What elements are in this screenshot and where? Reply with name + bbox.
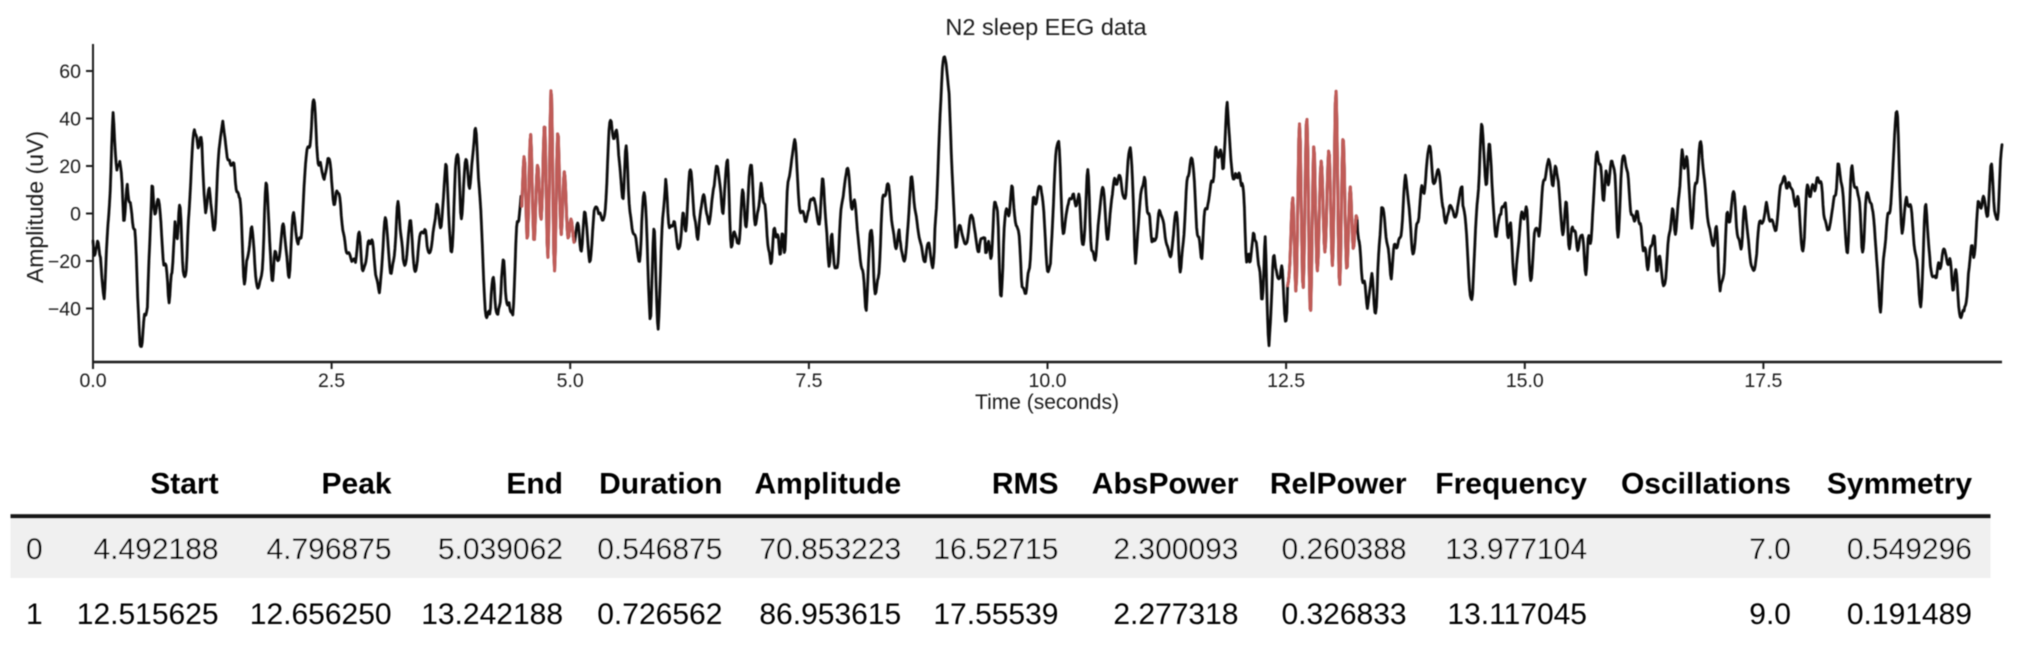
svg-text:7.5: 7.5 xyxy=(795,370,822,392)
svg-text:2.300093: 2.300093 xyxy=(1113,533,1238,566)
svg-text:4.796875: 4.796875 xyxy=(266,533,391,566)
svg-text:2.5: 2.5 xyxy=(318,370,345,392)
svg-text:RMS: RMS xyxy=(992,467,1059,500)
svg-text:1: 1 xyxy=(26,598,43,631)
svg-text:Frequency: Frequency xyxy=(1435,467,1587,500)
svg-text:0.326833: 0.326833 xyxy=(1281,598,1406,631)
svg-text:15.0: 15.0 xyxy=(1506,370,1544,392)
svg-text:13.977104: 13.977104 xyxy=(1445,533,1587,566)
svg-text:10.0: 10.0 xyxy=(1029,370,1067,392)
svg-text:Peak: Peak xyxy=(322,467,392,500)
svg-text:0.191489: 0.191489 xyxy=(1847,598,1972,631)
svg-text:RelPower: RelPower xyxy=(1270,467,1407,500)
svg-text:5.0: 5.0 xyxy=(557,370,584,392)
svg-text:7.0: 7.0 xyxy=(1749,533,1791,566)
svg-text:40: 40 xyxy=(59,109,81,131)
svg-text:12.515625: 12.515625 xyxy=(77,598,219,631)
svg-text:0: 0 xyxy=(70,204,81,226)
svg-text:86.953615: 86.953615 xyxy=(759,598,901,631)
svg-text:12.5: 12.5 xyxy=(1267,370,1305,392)
svg-text:0.549296: 0.549296 xyxy=(1847,533,1972,566)
svg-text:4.492188: 4.492188 xyxy=(93,533,218,566)
svg-text:Amplitude (uV): Amplitude (uV) xyxy=(22,131,48,283)
svg-text:0.546875: 0.546875 xyxy=(597,533,722,566)
svg-text:2.277318: 2.277318 xyxy=(1113,598,1238,631)
svg-text:70.853223: 70.853223 xyxy=(759,533,901,566)
svg-text:17.5: 17.5 xyxy=(1744,370,1782,392)
svg-text:Amplitude: Amplitude xyxy=(755,467,902,500)
svg-text:N2 sleep EEG data: N2 sleep EEG data xyxy=(945,14,1147,40)
svg-text:5.039062: 5.039062 xyxy=(438,533,563,566)
svg-text:Duration: Duration xyxy=(599,467,722,500)
svg-text:13.117045: 13.117045 xyxy=(1447,598,1587,631)
svg-text:20: 20 xyxy=(59,156,81,178)
svg-text:−20: −20 xyxy=(48,251,81,273)
svg-text:−40: −40 xyxy=(48,299,81,321)
svg-text:13.242188: 13.242188 xyxy=(421,598,563,631)
svg-text:0.260388: 0.260388 xyxy=(1281,533,1406,566)
svg-text:Symmetry: Symmetry xyxy=(1827,467,1972,500)
svg-text:0: 0 xyxy=(26,533,43,566)
svg-text:60: 60 xyxy=(59,61,81,83)
svg-text:0.0: 0.0 xyxy=(79,370,106,392)
svg-text:12.656250: 12.656250 xyxy=(250,598,392,631)
svg-text:End: End xyxy=(506,467,563,500)
svg-text:Start: Start xyxy=(150,467,218,500)
svg-text:9.0: 9.0 xyxy=(1749,598,1791,631)
svg-text:16.52715: 16.52715 xyxy=(933,533,1058,566)
svg-text:0.726562: 0.726562 xyxy=(597,598,722,631)
svg-text:AbsPower: AbsPower xyxy=(1092,467,1239,500)
svg-text:Time (seconds): Time (seconds) xyxy=(975,391,1119,414)
svg-text:17.55539: 17.55539 xyxy=(933,598,1058,631)
svg-text:Oscillations: Oscillations xyxy=(1621,467,1791,500)
